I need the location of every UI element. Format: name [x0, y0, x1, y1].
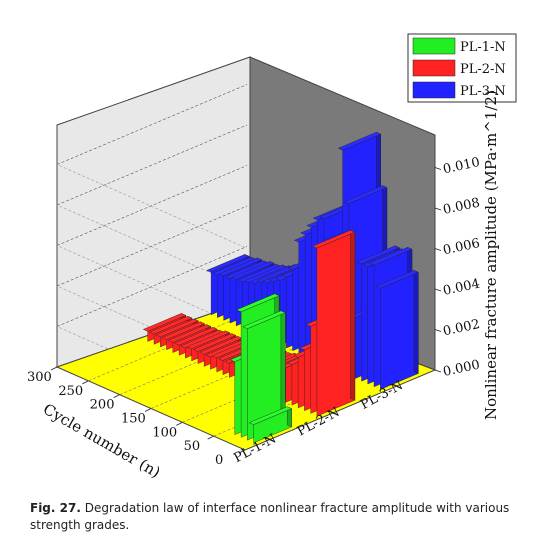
y-tick: [50, 366, 58, 371]
bar-top-face: [242, 310, 286, 329]
legend-label-pl3: PL-3-N: [460, 84, 506, 99]
bar-top-face: [193, 333, 237, 352]
bar-pl-3-n-10: [375, 269, 419, 390]
bar-top-face: [344, 185, 388, 204]
bar-side-face: [350, 229, 356, 401]
bar-side-face: [413, 269, 419, 374]
gridline: [56, 246, 248, 327]
y-tick-label: 50: [184, 439, 201, 454]
bar-top-face: [231, 261, 275, 280]
bar-top-face: [356, 245, 400, 265]
bars-group: [142, 131, 419, 444]
legend: PL-1-N PL-2-N PL-3-N: [407, 33, 517, 103]
y-tick: [113, 394, 120, 399]
bar-top-face: [174, 327, 218, 346]
legend-swatch-pl2: [412, 59, 456, 77]
legend-label-pl1: PL-1-N: [460, 40, 506, 55]
z-tick: [434, 329, 442, 332]
z-axis-title: Nonlinear fracture amplitude (MPa·m^1/2): [482, 90, 500, 420]
bar-pl-1-n-20: [242, 310, 286, 441]
gridline: [56, 245, 246, 329]
z-tick-label: 0.004: [442, 277, 482, 299]
y-tick-label: 150: [121, 412, 146, 427]
bar-top-face: [311, 229, 356, 249]
bar-top-face: [149, 315, 193, 335]
caption-label: Fig. 27.: [30, 501, 81, 515]
y-tick-label: 0: [215, 453, 223, 468]
y-tick: [207, 435, 214, 440]
z-tick-label: 0.002: [442, 317, 482, 339]
bar-top-face: [142, 313, 187, 332]
wall-gridlines: [56, 84, 248, 410]
bar-top-face: [236, 293, 280, 313]
y-tick-label: 100: [152, 425, 177, 440]
bar-side-face: [280, 310, 286, 425]
gridline: [56, 204, 246, 289]
y-tick: [176, 421, 183, 426]
bar-top-face: [155, 318, 199, 338]
gridline: [56, 164, 246, 248]
y-tick-label: 250: [58, 384, 83, 399]
legend-swatch-pl1: [412, 37, 456, 55]
figure-caption: Fig. 27. Degradation law of interface no…: [30, 500, 530, 534]
bar-top-face: [248, 406, 293, 425]
y-tick: [144, 408, 152, 412]
bar-top-face: [199, 336, 243, 355]
gridline: [56, 205, 248, 287]
y-tick: [82, 380, 89, 385]
gridline: [56, 165, 248, 246]
z-tick: [434, 207, 442, 211]
z-tick: [434, 369, 442, 373]
chart-3d-bar: PL-1-N PL-2-N PL-3-N 0 50 100 150 200 250 300 0.00…: [27, 33, 517, 482]
z-tick-label: 0.000: [442, 358, 482, 380]
legend-label-pl2: PL-2-N: [460, 62, 506, 77]
z-tick: [434, 248, 442, 251]
y-tick: [238, 449, 246, 454]
bar-top-face: [167, 324, 212, 343]
gridline: [56, 124, 248, 206]
bar-pl-1-n-10: [248, 406, 293, 444]
legend-swatch-pl3: [412, 81, 456, 99]
bar-top-face: [206, 254, 250, 273]
bar-top-face: [186, 330, 231, 349]
z-tick-label: 0.006: [442, 236, 482, 258]
bar-top-face: [161, 321, 205, 340]
bar-front-face: [316, 231, 356, 417]
bar-top-face: [369, 247, 413, 266]
y-tick-label: 300: [27, 370, 52, 385]
z-tick-label: 0.010: [442, 155, 482, 177]
caption-text: Degradation law of interface nonlinear f…: [30, 501, 510, 532]
z-tick-label: 0.008: [442, 196, 482, 218]
z-tick: [434, 288, 442, 292]
bar-top-face: [337, 131, 382, 151]
bar-top-face: [375, 270, 419, 289]
bar-pl-2-n-10: [311, 229, 356, 417]
gridline: [56, 84, 248, 165]
y-tick-label: 200: [90, 398, 115, 413]
bar-top-face: [218, 257, 263, 277]
z-tick: [434, 167, 442, 170]
bar-front-face: [380, 271, 419, 390]
